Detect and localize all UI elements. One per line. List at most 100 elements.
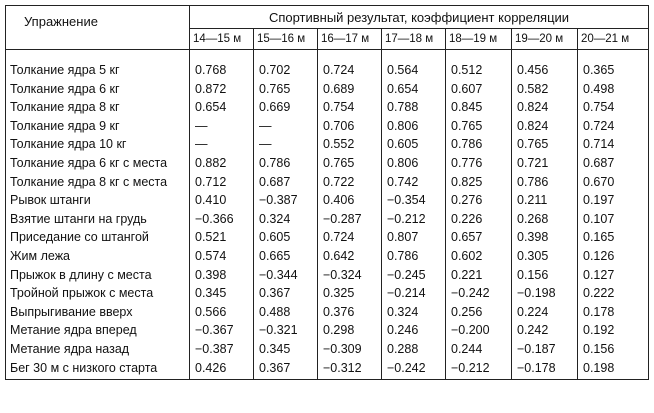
exercise-name-cell: Жим лежа: [5, 246, 190, 266]
exercise-name-cell: Толкание ядра 6 кг с места: [5, 153, 190, 173]
correlation-value-cell: 0.721: [511, 153, 578, 173]
exercise-name-cell: Метание ядра вперед: [5, 321, 190, 340]
correlation-table-container: Упражнение Спортивный результат, коэффиц…: [5, 5, 649, 381]
age-column-header: 18—19 м: [445, 28, 512, 50]
table-row: Метание ядра назад −0.387 0.345 −0.309 0.288…: [5, 339, 649, 359]
exercise-header: Упражнение: [5, 5, 190, 50]
correlation-value-cell: 0.488: [253, 302, 318, 322]
spacer-cell: [381, 49, 446, 61]
table-row: Рывок штанги 0.410 −0.387 0.406 −0.354 0.276 0…: [5, 191, 649, 210]
correlation-value-cell: 0.714: [577, 135, 649, 154]
correlation-value-cell: −0.312: [317, 358, 382, 381]
correlation-value-cell: 0.226: [445, 209, 512, 229]
correlation-value-cell: 0.242: [511, 321, 578, 340]
table-row: Тройной прыжок с места 0.345 0.367 0.325 −0.…: [5, 284, 649, 303]
spacer-cell: [577, 49, 649, 61]
exercise-name-cell: Взятие штанги на грудь: [5, 209, 190, 229]
correlation-value-cell: −0.367: [189, 321, 254, 340]
correlation-value-cell: 0.582: [511, 79, 578, 99]
correlation-value-cell: 0.324: [381, 302, 446, 322]
correlation-value-cell: 0.107: [577, 209, 649, 229]
table-row: Толкание ядра 8 кг 0.654 0.669 0.754 0.788 0.…: [5, 98, 649, 117]
correlation-value-cell: −0.200: [445, 321, 512, 340]
correlation-value-cell: 0.498: [577, 79, 649, 99]
correlation-value-cell: 0.754: [577, 98, 649, 117]
correlation-value-cell: 0.305: [511, 246, 578, 266]
correlation-value-cell: 0.724: [577, 116, 649, 136]
table-row: Взятие штанги на грудь −0.366 0.324 −0.287−…: [5, 209, 649, 229]
correlation-value-cell: 0.198: [577, 358, 649, 381]
correlation-value-cell: 0.702: [253, 61, 318, 80]
table-row: Толкание ядра 6 кг с места 0.882 0.786 0.76…: [5, 153, 649, 173]
correlation-value-cell: 0.882: [189, 153, 254, 173]
exercise-name-cell: Толкание ядра 8 кг: [5, 98, 190, 117]
table-row: Жим лежа 0.574 0.665 0.642 0.786 0.602 0.305 0.…: [5, 246, 649, 266]
correlation-value-cell: 0.742: [381, 172, 446, 192]
correlation-value-cell: 0.605: [381, 135, 446, 154]
correlation-value-cell: 0.127: [577, 265, 649, 285]
correlation-value-cell: 0.765: [511, 135, 578, 154]
correlation-value-cell: −0.387: [189, 339, 254, 359]
exercise-name-cell: Толкание ядра 5 кг: [5, 61, 190, 80]
table-row: Приседание со штангой 0.521 0.605 0.724 0.80…: [5, 228, 649, 247]
correlation-value-cell: 0.712: [189, 172, 254, 192]
correlation-value-cell: —: [189, 116, 254, 136]
exercise-name-cell: Выпрыгивание вверх: [5, 302, 190, 322]
correlation-value-cell: 0.211: [511, 191, 578, 210]
correlation-value-cell: 0.398: [189, 265, 254, 285]
table-row: Прыжок в длину с места 0.398 −0.344 −0.324−…: [5, 265, 649, 285]
correlation-value-cell: 0.156: [577, 339, 649, 359]
exercise-name-cell: Прыжок в длину с места: [5, 265, 190, 285]
correlation-value-cell: −0.309: [317, 339, 382, 359]
correlation-value-cell: 0.845: [445, 98, 512, 117]
correlation-value-cell: 0.192: [577, 321, 649, 340]
correlation-value-cell: −0.387: [253, 191, 318, 210]
correlation-value-cell: 0.521: [189, 228, 254, 247]
correlation-value-cell: 0.788: [381, 98, 446, 117]
exercise-name-cell: Тройной прыжок с места: [5, 284, 190, 303]
correlation-value-cell: −0.214: [381, 284, 446, 303]
correlation-value-cell: 0.276: [445, 191, 512, 210]
exercise-name-cell: Толкание ядра 9 кг: [5, 116, 190, 136]
correlation-value-cell: 0.724: [317, 228, 382, 247]
table-row: Толкание ядра 9 кг — —0.706 0.806 0.765 0.824…: [5, 116, 649, 136]
correlation-value-cell: 0.246: [381, 321, 446, 340]
correlation-value-cell: 0.456: [511, 61, 578, 80]
exercise-name-cell: Толкание ядра 10 кг: [5, 135, 190, 154]
correlation-value-cell: 0.410: [189, 191, 254, 210]
correlation-table: Упражнение Спортивный результат, коэффиц…: [5, 5, 649, 381]
correlation-value-cell: 0.602: [445, 246, 512, 266]
correlation-value-cell: 0.642: [317, 246, 382, 266]
correlation-value-cell: −0.198: [511, 284, 578, 303]
correlation-value-cell: 0.689: [317, 79, 382, 99]
correlation-value-cell: 0.824: [511, 116, 578, 136]
exercise-name-cell: Толкание ядра 6 кг: [5, 79, 190, 99]
age-column-header: 14—15 м: [189, 28, 254, 50]
correlation-value-cell: 0.786: [381, 246, 446, 266]
age-column-header: 20—21 м: [577, 28, 649, 50]
correlation-value-cell: 0.657: [445, 228, 512, 247]
correlation-value-cell: 0.365: [577, 61, 649, 80]
correlation-value-cell: 0.824: [511, 98, 578, 117]
correlation-value-cell: 0.156: [511, 265, 578, 285]
correlation-value-cell: 0.268: [511, 209, 578, 229]
correlation-value-cell: 0.197: [577, 191, 649, 210]
age-header-row: 14—15 м 15—16 м 16—17 м 17—18 м 18—19 м 19—20…: [6, 28, 649, 50]
table-row: Толкание ядра 6 кг 0.872 0.765 0.689 0.654 0.…: [5, 79, 649, 99]
correlation-value-cell: −0.242: [381, 358, 446, 381]
correlation-value-cell: 0.222: [577, 284, 649, 303]
correlation-value-cell: −0.242: [445, 284, 512, 303]
correlation-value-cell: 0.765: [445, 116, 512, 136]
spacer-cell: [5, 49, 190, 61]
correlation-value-cell: 0.687: [577, 153, 649, 173]
age-column-header: 19—20 м: [511, 28, 578, 50]
spacer-cell: [445, 49, 512, 61]
correlation-value-cell: 0.765: [253, 79, 318, 99]
spacer-row: [5, 49, 649, 61]
correlation-value-cell: 0.687: [253, 172, 318, 192]
correlation-value-cell: 0.566: [189, 302, 254, 322]
correlation-value-cell: −0.366: [189, 209, 254, 229]
correlation-value-cell: 0.512: [445, 61, 512, 80]
spacer-cell: [253, 49, 318, 61]
correlation-value-cell: 0.126: [577, 246, 649, 266]
